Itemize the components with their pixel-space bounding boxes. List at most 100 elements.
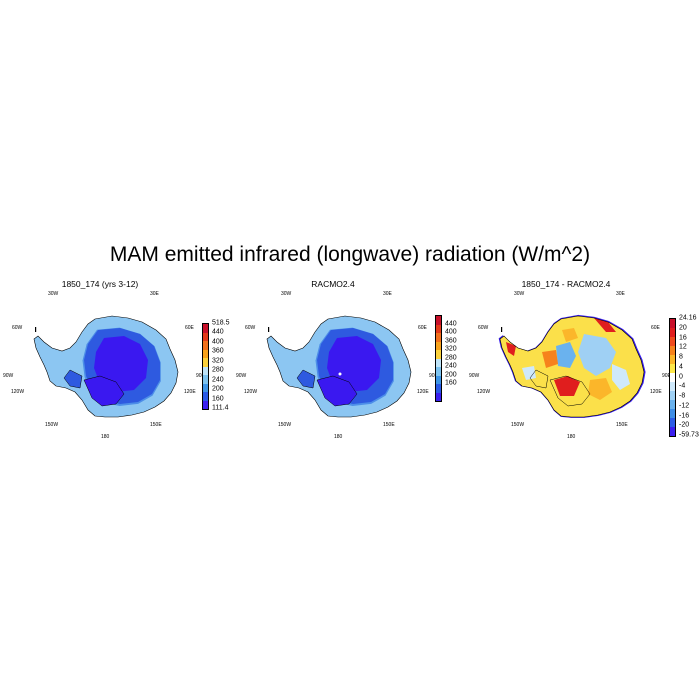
- ross-grounding-line: [549, 375, 591, 407]
- panel-title: RACMO2.4: [311, 279, 355, 289]
- lon-label-30e: 30E: [383, 291, 392, 297]
- colorbar-segment: [670, 427, 675, 436]
- colorbar-segment: [670, 382, 675, 391]
- lon-label-90e: 90E: [662, 373, 671, 379]
- colorbar-segment: [670, 319, 675, 328]
- peninsula-marker: [501, 327, 503, 332]
- map-layer: [266, 315, 412, 418]
- colorbar-segment: [670, 346, 675, 355]
- map-panel-difference: 1850_174 - RACMO2.4 30W 30E 60W 60E 90W …: [466, 272, 699, 452]
- bias-region: [578, 334, 616, 376]
- colorbar-label: 240: [212, 376, 224, 384]
- colorbar-label: -59.73: [679, 431, 699, 439]
- colorbar-label: 4: [679, 363, 683, 371]
- lon-label-120w: 120W: [11, 389, 25, 395]
- panel-title: 1850_174 (yrs 3-12): [61, 279, 139, 289]
- colorbar-segment: [436, 384, 441, 393]
- antarctica-map: [498, 314, 646, 418]
- colorbar-label: 360: [445, 337, 457, 344]
- bias-region: [522, 366, 536, 380]
- antarctica-map: [33, 315, 179, 418]
- colorbar-label: -4: [679, 382, 686, 390]
- colorbar-segment: [436, 324, 441, 333]
- colorbar-segment: [203, 358, 208, 367]
- colorbar-label: 200: [445, 371, 457, 378]
- colorbar-segment: [670, 391, 675, 400]
- colorbar-segment: [203, 400, 208, 409]
- colorbar-segment: [203, 349, 208, 358]
- lon-label-180: 180: [334, 434, 343, 440]
- peninsula-marker: [35, 327, 37, 332]
- colorbar-segment: [436, 333, 441, 342]
- colorbar-label: 280: [212, 366, 224, 374]
- colorbar-segment: [436, 375, 441, 384]
- lon-label-90e: 90E: [429, 373, 438, 379]
- bias-region: [556, 342, 576, 368]
- colorbar-label: 24.16: [679, 314, 697, 322]
- colorbar-label: 12: [679, 343, 687, 351]
- colorbar-segment: [203, 341, 208, 350]
- lon-label-150w: 150W: [511, 422, 525, 428]
- bias-region: [542, 350, 558, 368]
- lon-label-60e: 60E: [418, 325, 427, 331]
- colorbar-label: 280: [445, 354, 457, 361]
- ronne-grounding-line: [529, 369, 549, 389]
- bias-region: [506, 342, 516, 356]
- lon-label-60e: 60E: [651, 325, 660, 331]
- colorbar-segment: [203, 375, 208, 384]
- coastline: [266, 315, 412, 418]
- colorbar-label: -8: [679, 392, 686, 400]
- colorbar-label: 400: [212, 338, 224, 346]
- colorbar-segment: [436, 367, 441, 376]
- lon-label-120w: 120W: [244, 389, 258, 395]
- lon-label-120e: 120E: [417, 389, 429, 395]
- lon-label-30w: 30W: [48, 291, 59, 297]
- bias-region: [612, 364, 630, 390]
- lon-label-90w: 90W: [3, 373, 14, 379]
- antarctica-map: [266, 315, 412, 418]
- colorbar-segment: [670, 355, 675, 364]
- lon-label-120w: 120W: [477, 389, 491, 395]
- lon-label-30w: 30W: [281, 291, 292, 297]
- colorbar-segment: [203, 332, 208, 341]
- lon-label-60w: 60W: [245, 325, 256, 331]
- colorbar-segment: [670, 400, 675, 409]
- map-layer: [33, 315, 179, 418]
- lon-label-90w: 90W: [469, 373, 480, 379]
- bias-region: [594, 318, 616, 332]
- lon-label-150e: 150E: [616, 422, 628, 428]
- ronne-shelf: [297, 370, 315, 388]
- ross-shelf: [84, 376, 124, 406]
- high-plateau: [94, 336, 148, 392]
- high-plateau: [327, 336, 381, 392]
- coastline: [33, 315, 179, 418]
- lon-label-90e: 90E: [196, 373, 205, 379]
- colorbar-segment: [670, 418, 675, 427]
- colorbar-label: 240: [445, 362, 457, 370]
- figure-title: MAM emitted infrared (longwave) radiatio…: [109, 243, 591, 266]
- map-panel-model: 1850_174 (yrs 3-12) 30W 30E 60W 60E 90W …: [0, 272, 233, 452]
- colorbar-label: 440: [445, 320, 457, 327]
- colorbar-segment: [203, 392, 208, 401]
- bias-region: [562, 328, 578, 342]
- colorbar-label: 160: [445, 379, 457, 387]
- lon-label-30w: 30W: [514, 291, 525, 297]
- map-panel-racmo: RACMO2.4 30W 30E 60W 60E 90W 90E 120W 12…: [233, 272, 466, 452]
- ross-grounding-line: [316, 375, 358, 407]
- lon-label-60w: 60W: [12, 325, 23, 331]
- colorbar-label: 200: [212, 385, 224, 393]
- colorbar-label: 8: [679, 353, 683, 361]
- colorbar-label: 320: [212, 357, 224, 365]
- colorbar-label: 111.4: [212, 404, 229, 412]
- missing-pole-cell: [338, 372, 342, 376]
- lon-label-150e: 150E: [383, 422, 395, 428]
- colorbar-segment: [203, 324, 208, 333]
- coastline: [499, 315, 645, 418]
- colorbar-label: 16: [679, 334, 687, 341]
- ross-shelf: [317, 376, 357, 406]
- colorbar-label: 400: [445, 328, 457, 336]
- colorbar-segment: [670, 364, 675, 373]
- colorbar-label: 518.5: [212, 319, 230, 327]
- peninsula-marker: [268, 327, 270, 332]
- map-layer: [498, 314, 646, 418]
